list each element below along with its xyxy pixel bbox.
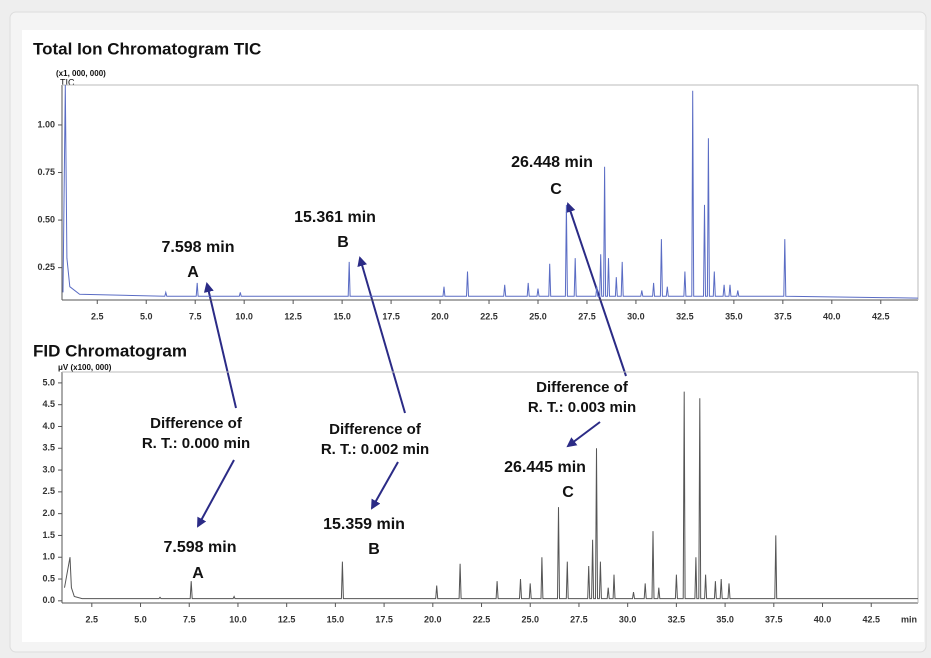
x-tick-label: 5.0 xyxy=(140,311,153,321)
x-tick-label: 27.5 xyxy=(578,311,596,321)
arrow xyxy=(203,282,237,409)
x-tick-label: 17.5 xyxy=(375,614,393,624)
peak-annotation: B xyxy=(368,541,380,558)
y-tick-label: 1.0 xyxy=(42,552,55,562)
x-tick-label: 37.5 xyxy=(774,311,792,321)
peak-annotation: 7.598 min xyxy=(164,539,237,556)
y-tick-label: 4.0 xyxy=(42,421,55,431)
x-tick-label: 25.0 xyxy=(529,311,547,321)
x-tick-label: 40.0 xyxy=(814,614,832,624)
y-tick-label: 4.5 xyxy=(42,399,55,409)
x-tick-label: 2.5 xyxy=(91,311,104,321)
peak-annotation: C xyxy=(550,181,562,198)
arrow xyxy=(371,461,399,510)
x-tick-label: 17.5 xyxy=(382,311,400,321)
x-tick-label: 15.0 xyxy=(333,311,351,321)
rt-difference-note: R. T.: 0.003 min xyxy=(528,399,636,416)
peak-annotation: B xyxy=(337,234,349,251)
arrow xyxy=(566,421,601,448)
x-tick-label: 40.0 xyxy=(823,311,841,321)
y-tick-label: 0.25 xyxy=(37,262,55,272)
y-tick-label: 0.5 xyxy=(42,573,55,583)
peak-annotation: 26.448 min xyxy=(511,154,593,171)
chart-title: FID Chromatogram xyxy=(33,341,187,360)
x-tick-label: 42.5 xyxy=(872,311,890,321)
y-tick-label: 1.00 xyxy=(37,119,55,129)
y-tick-label: 0.0 xyxy=(42,595,55,605)
y-tick-label: 3.5 xyxy=(42,443,55,453)
peak-annotation: 7.598 min xyxy=(162,239,235,256)
x-tick-label: 27.5 xyxy=(570,614,588,624)
x-tick-label: 20.0 xyxy=(424,614,442,624)
inner-panel xyxy=(22,30,924,642)
x-tick-label: 32.5 xyxy=(668,614,686,624)
peak-annotation: 15.359 min xyxy=(323,516,405,533)
x-tick-label: 2.5 xyxy=(86,614,99,624)
x-tick-label: 35.0 xyxy=(725,311,743,321)
chart-title: Total Ion Chromatogram TIC xyxy=(33,39,261,58)
x-tick-label: 12.5 xyxy=(284,311,302,321)
x-tick-label: 37.5 xyxy=(765,614,783,624)
peak-annotation: 15.361 min xyxy=(294,209,376,226)
chromatogram-line xyxy=(64,391,918,600)
arrow xyxy=(357,256,406,414)
peak-annotation: C xyxy=(562,484,574,501)
x-tick-label: 35.0 xyxy=(716,614,734,624)
y-unit-label: (x1, 000, 000) xyxy=(56,69,106,78)
y-tick-label: 2.5 xyxy=(42,486,55,496)
y-tick-label: 3.0 xyxy=(42,464,55,474)
arrow xyxy=(197,459,235,528)
x-tick-label: 20.0 xyxy=(431,311,449,321)
rt-difference-note: Difference of xyxy=(329,421,422,438)
x-axis-label: min xyxy=(901,614,917,624)
x-tick-label: 25.0 xyxy=(521,614,539,624)
peak-annotation: A xyxy=(187,264,199,281)
y-tick-label: 0.50 xyxy=(37,214,55,224)
peak-annotation: A xyxy=(192,565,204,582)
x-tick-label: 42.5 xyxy=(862,614,880,624)
y-tick-label: 2.0 xyxy=(42,508,55,518)
x-tick-label: 15.0 xyxy=(327,614,345,624)
rt-difference-note: R. T.: 0.000 min xyxy=(142,435,250,452)
x-tick-label: 7.5 xyxy=(183,614,196,624)
rt-difference-note: Difference of xyxy=(150,415,243,432)
x-tick-label: 22.5 xyxy=(480,311,498,321)
rt-difference-note: R. T.: 0.002 min xyxy=(321,441,429,458)
rt-difference-note: Difference of xyxy=(536,379,629,396)
x-tick-label: 5.0 xyxy=(134,614,147,624)
x-tick-label: 12.5 xyxy=(278,614,296,624)
x-tick-label: 7.5 xyxy=(189,311,202,321)
y-unit-label: μV (x100, 000) xyxy=(58,363,112,372)
x-tick-label: 30.0 xyxy=(619,614,637,624)
x-tick-label: 10.0 xyxy=(229,614,247,624)
y-tick-label: 1.5 xyxy=(42,530,55,540)
x-tick-label: 32.5 xyxy=(676,311,694,321)
y-tick-label: 0.75 xyxy=(37,167,55,177)
x-tick-label: 22.5 xyxy=(473,614,491,624)
x-tick-label: 30.0 xyxy=(627,311,645,321)
y-tick-label: 5.0 xyxy=(42,377,55,387)
chromatogram-line xyxy=(62,84,919,299)
legend-label: TIC xyxy=(60,77,75,87)
peak-annotation: 26.445 min xyxy=(504,459,586,476)
x-tick-label: 10.0 xyxy=(235,311,253,321)
